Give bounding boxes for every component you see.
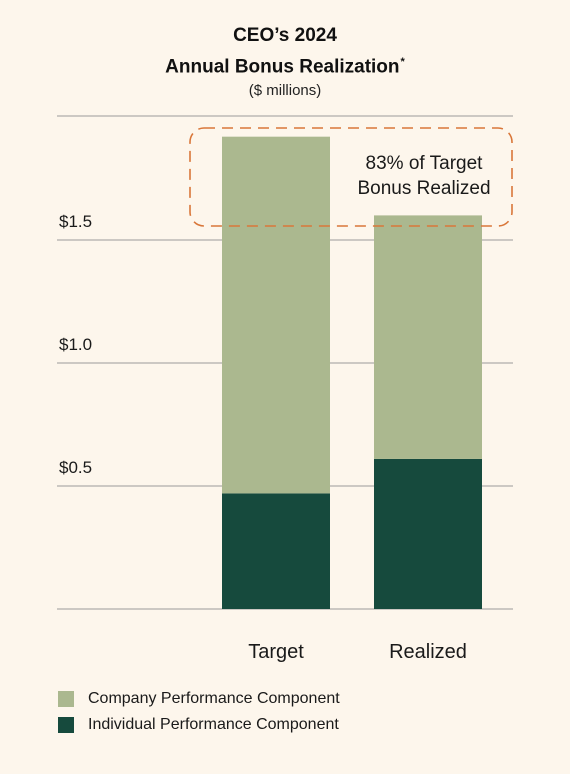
- y-tick-label-2: $1.5: [59, 212, 92, 231]
- legend-label-individual: Individual Performance Component: [88, 716, 339, 733]
- bar-realized-individual: [374, 458, 482, 609]
- chart-title-line-1: CEO’s 2024: [233, 25, 337, 46]
- callout-text-line-1: 83% of Target: [366, 153, 484, 174]
- x-category-label-realized: Realized: [389, 641, 467, 663]
- callout-annotation: 83% of Target Bonus Realized: [189, 127, 513, 227]
- legend-swatch-company: [58, 691, 74, 707]
- chart-legend: Company Performance Component Individual…: [58, 686, 340, 738]
- legend-item-company: Company Performance Component: [58, 686, 340, 712]
- legend-swatch-individual: [58, 717, 74, 733]
- chart-title-line-2: Annual Bonus Realization*: [0, 49, 570, 80]
- y-axis-tick-labels: $0.5 $1.0 $1.5: [59, 212, 92, 477]
- legend-item-individual: Individual Performance Component: [58, 712, 340, 738]
- x-axis-category-labels: Target Realized: [248, 641, 467, 663]
- bars: [222, 136, 482, 609]
- chart-title-footnote-marker: *: [400, 56, 405, 68]
- chart-title-block: CEO’s 2024 Annual Bonus Realization* ($ …: [0, 22, 570, 102]
- callout-text-line-2: Bonus Realized: [357, 178, 490, 199]
- bar-target-company: [222, 136, 330, 494]
- chart-title-line-2-text: Annual Bonus Realization: [165, 56, 400, 78]
- legend-label-company: Company Performance Component: [88, 690, 340, 707]
- x-category-label-target: Target: [248, 641, 304, 663]
- bar-realized-company: [374, 215, 482, 459]
- bar-target-individual: [222, 493, 330, 609]
- y-tick-label-1: $1.0: [59, 335, 92, 354]
- callout-dashed-box: [189, 127, 513, 227]
- chart-subtitle: ($ millions): [248, 82, 322, 100]
- y-tick-label-0: $0.5: [59, 458, 92, 477]
